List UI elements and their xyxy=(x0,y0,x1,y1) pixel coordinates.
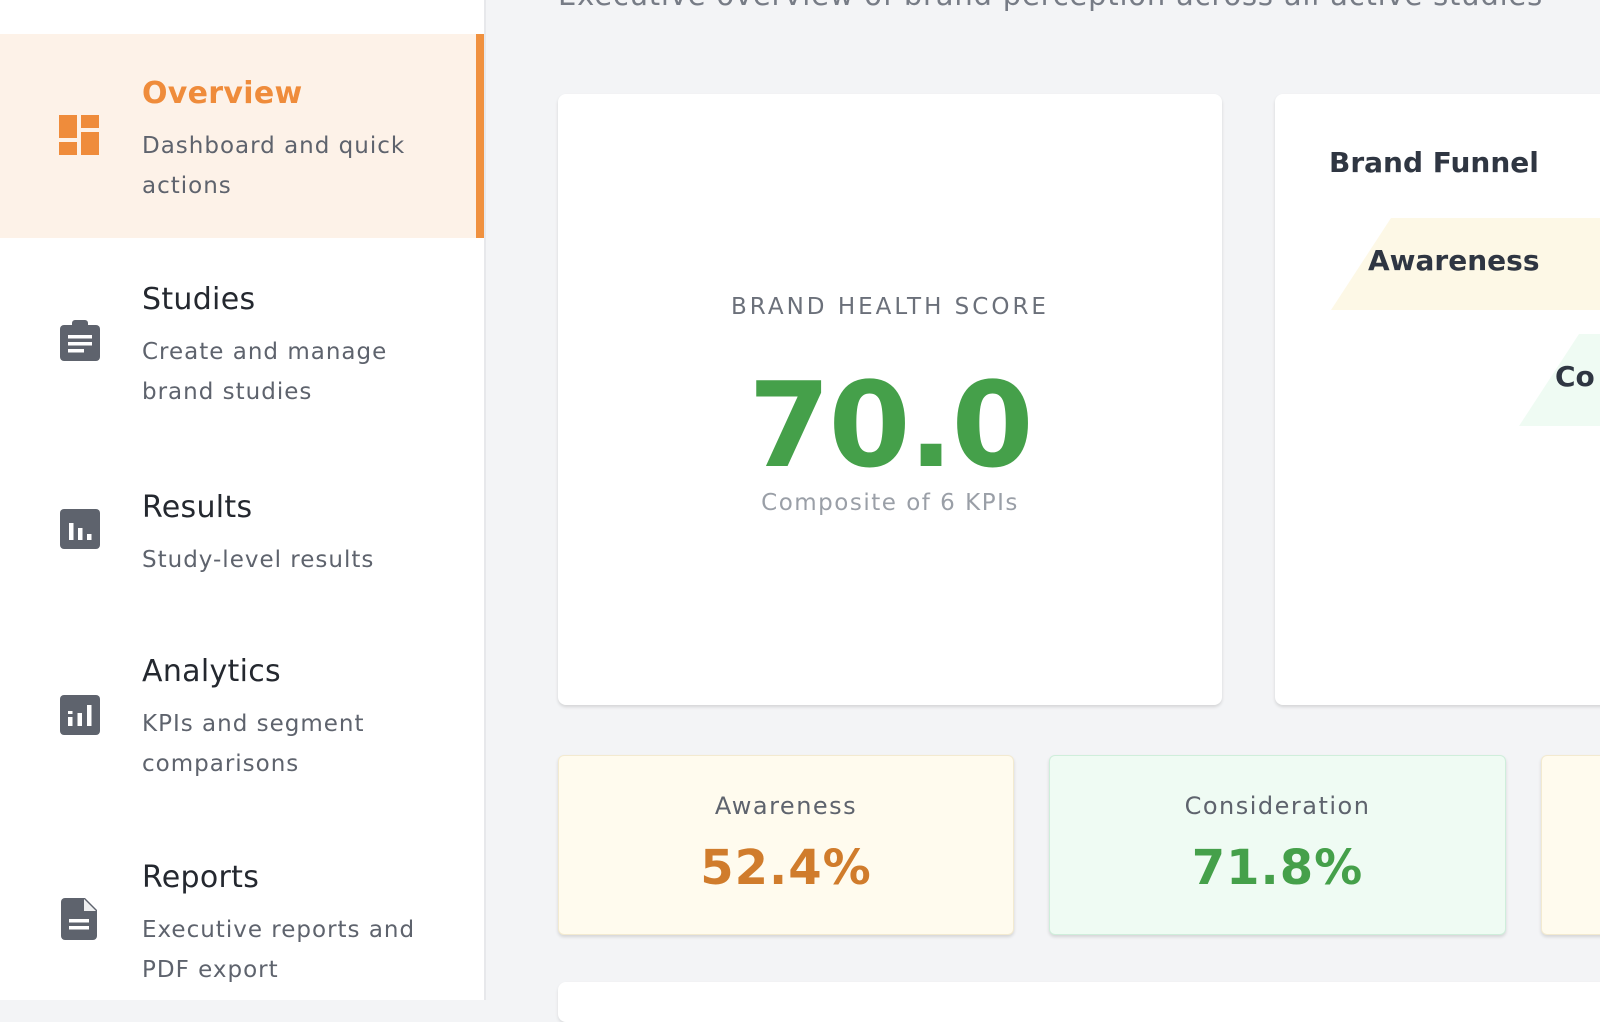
brand-funnel-card: Brand Funnel Awareness Co xyxy=(1275,94,1600,705)
funnel-step-label: Awareness xyxy=(1368,244,1540,277)
sidebar-item-title: Reports xyxy=(142,860,260,895)
funnel-step-label: Co xyxy=(1555,360,1595,393)
sidebar-item-results[interactable]: Results Study-level results xyxy=(0,446,484,650)
kpi-label: Awareness xyxy=(714,792,858,820)
brand-health-score-card: BRAND HEALTH SCORE 70.0 Composite of 6 K… xyxy=(558,94,1222,705)
kpi-card-partial xyxy=(1541,755,1600,935)
sidebar-item-title: Overview xyxy=(142,76,303,111)
funnel-step-awareness: Awareness xyxy=(1331,218,1600,310)
kpi-label: Consideration xyxy=(1184,792,1371,820)
bottom-card xyxy=(558,982,1600,1022)
bar-chart-icon xyxy=(60,509,100,549)
kpi-value: 71.8% xyxy=(1191,840,1364,896)
sidebar-item-overview[interactable]: Overview Dashboard and quick actions xyxy=(0,34,484,238)
funnel-step-consideration: Co xyxy=(1519,334,1600,426)
kpi-value: 52.4% xyxy=(700,840,872,896)
dashboard-icon xyxy=(59,115,99,155)
sidebar-item-title: Analytics xyxy=(142,654,281,689)
sidebar-item-reports[interactable]: Reports Executive reports and PDF export xyxy=(0,818,484,1022)
score-subtitle: Composite of 6 KPIs xyxy=(761,490,1019,516)
page-subtitle: Executive overview of brand perception a… xyxy=(558,0,1543,12)
sidebar-item-analytics[interactable]: Analytics KPIs and segment comparisons xyxy=(0,612,484,816)
kpi-card-awareness: Awareness 52.4% xyxy=(558,755,1014,935)
sidebar-item-desc: Create and manage brand studies xyxy=(142,339,388,405)
sidebar-item-desc: Study-level results xyxy=(142,547,375,573)
kpi-card-consideration: Consideration 71.8% xyxy=(1049,755,1506,935)
active-indicator xyxy=(476,34,484,238)
sidebar-item-desc: KPIs and segment comparisons xyxy=(142,711,365,777)
score-label: BRAND HEALTH SCORE xyxy=(731,294,1049,320)
sidebar: Overview Dashboard and quick actions Stu… xyxy=(0,0,486,1000)
sidebar-item-title: Results xyxy=(142,490,253,525)
score-value: 70.0 xyxy=(748,356,1033,494)
clipboard-icon xyxy=(60,320,100,361)
sidebar-item-title: Studies xyxy=(142,282,256,317)
analytics-icon xyxy=(60,695,100,735)
funnel-title: Brand Funnel xyxy=(1329,146,1539,179)
document-icon xyxy=(61,898,97,940)
sidebar-item-desc: Dashboard and quick actions xyxy=(142,133,406,199)
sidebar-item-desc: Executive reports and PDF export xyxy=(142,917,416,983)
sidebar-item-studies[interactable]: Studies Create and manage brand studies xyxy=(0,240,484,444)
